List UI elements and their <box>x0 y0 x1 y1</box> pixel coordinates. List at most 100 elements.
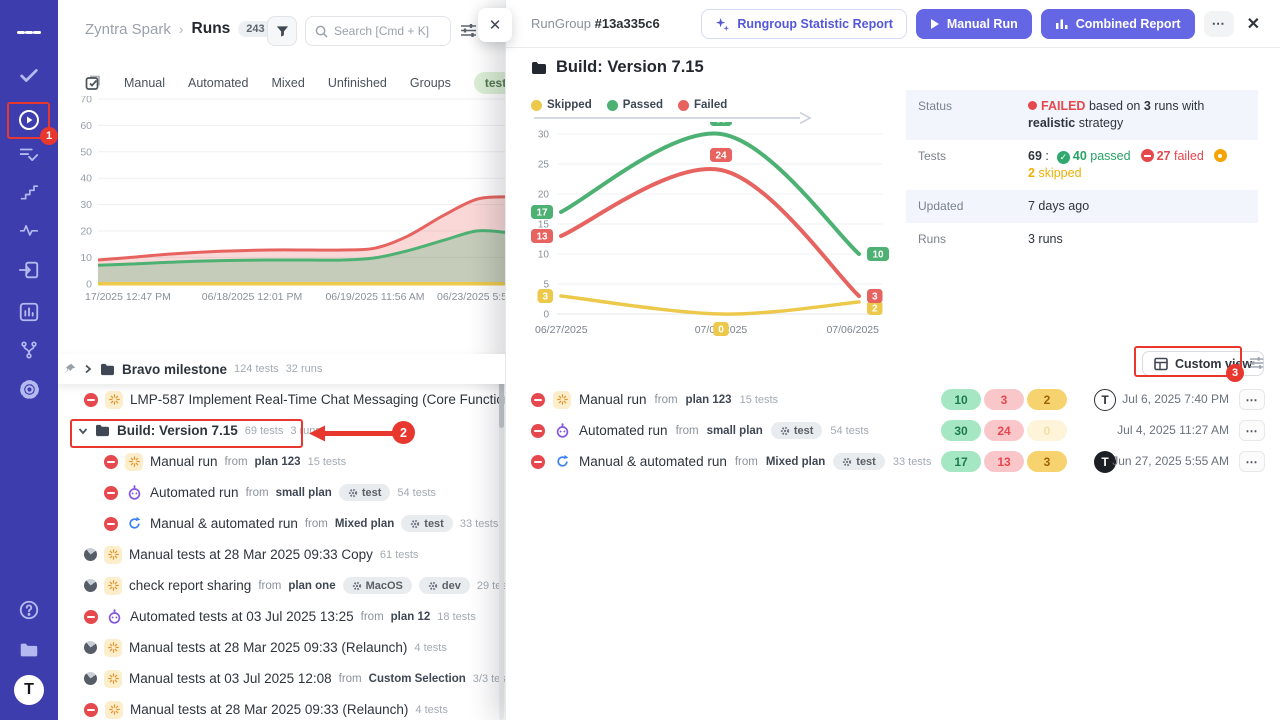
run-row[interactable]: Automated run from small plan test 54 te… <box>58 477 505 508</box>
run-row[interactable]: Manual tests at 03 Jul 2025 12:08 from C… <box>58 663 505 694</box>
runs-count-badge: 243 <box>238 21 273 37</box>
from-label: from <box>654 393 678 406</box>
runner-avatar: T <box>1094 450 1116 473</box>
search-input[interactable] <box>334 24 434 38</box>
svg-text:70: 70 <box>80 96 92 106</box>
from-label: from <box>224 455 248 468</box>
run-row[interactable]: Manual & automated run from Mixed plan t… <box>506 446 1280 477</box>
run-row[interactable]: Automated tests at 03 Jul 2025 13:25 fro… <box>58 601 505 632</box>
list-check-icon <box>19 148 39 161</box>
tag-pill[interactable]: MacOS <box>342 577 412 594</box>
run-row[interactable]: Manual run from plan 123 15 tests 10 3 2… <box>506 384 1280 415</box>
view-options-icon[interactable] <box>460 23 477 43</box>
tag-pill[interactable]: dev <box>418 577 470 594</box>
failed-badge: 13 <box>984 451 1024 472</box>
svg-text:10: 10 <box>80 252 92 264</box>
svg-text:3: 3 <box>872 292 878 303</box>
select-runs-icon[interactable] <box>85 75 101 91</box>
runs-count: 3 runs <box>290 424 321 437</box>
run-row[interactable]: Manual tests at 28 Mar 2025 09:33 Copy 6… <box>58 539 505 570</box>
rungroup-statistic-report-button[interactable]: Rungroup Statistic Report <box>701 9 907 39</box>
legend-item-passed[interactable]: Passed <box>606 99 663 111</box>
user-avatar[interactable]: T <box>14 675 44 705</box>
tag-pill[interactable]: test <box>770 422 823 439</box>
summary-row-runs: Runs 3 runs <box>918 232 1063 246</box>
run-row[interactable]: Automated run from small plan test 54 te… <box>506 415 1280 446</box>
sidebar-item-help[interactable] <box>17 598 41 622</box>
close-panel-button[interactable]: ✕ <box>1243 9 1264 39</box>
folder-icon <box>20 643 38 657</box>
row-menu-button[interactable]: ⋯ <box>1239 451 1265 472</box>
run-row[interactable]: Manual tests at 28 Mar 2025 09:33 (Relau… <box>58 694 505 720</box>
chevron-down-icon[interactable] <box>78 426 88 436</box>
rungroup-detail-panel: RunGroup #13a335c6 Rungroup Statistic Re… <box>505 0 1280 720</box>
tests-count: 54 tests <box>830 424 869 437</box>
close-overlay-button[interactable]: ✕ <box>478 8 512 42</box>
filter-button[interactable] <box>267 16 297 46</box>
custom-view-button[interactable]: Custom view <box>1142 351 1265 376</box>
legend-dot <box>531 99 542 111</box>
runner-avatar: T <box>1094 388 1116 411</box>
tab-unfinished[interactable]: Unfinished <box>327 76 387 90</box>
tests-count: 18 tests <box>437 610 476 623</box>
breadcrumb-project[interactable]: Zyntra Spark <box>85 20 171 38</box>
plan-name: Mixed plan <box>765 455 826 468</box>
run-row[interactable]: check report sharing from plan one MacOS… <box>58 570 505 601</box>
manual-run-icon <box>553 390 571 409</box>
row-menu-button[interactable]: ⋯ <box>1239 420 1265 441</box>
partial-status-icon <box>84 579 97 592</box>
scrollbar-thumb[interactable] <box>499 358 504 428</box>
svg-text:07/06/2025: 07/06/2025 <box>826 324 879 336</box>
legend-item-skipped[interactable]: Skipped <box>531 99 592 111</box>
sidebar-item-pulse[interactable] <box>17 218 41 242</box>
tag-pill[interactable]: test <box>401 515 453 532</box>
run-row[interactable]: Manual tests at 28 Mar 2025 09:33 (Relau… <box>58 632 505 663</box>
run-group-row-build[interactable]: Build: Version 7.15 69 tests 3 runs <box>58 415 505 446</box>
tab-manual[interactable]: Manual <box>124 76 165 90</box>
sidebar-item-analytics[interactable] <box>17 300 41 324</box>
sidebar-item-projects[interactable] <box>17 638 41 662</box>
search-box[interactable] <box>305 16 451 46</box>
row-menu-button[interactable]: ⋯ <box>1239 389 1265 410</box>
run-date: Jul 6, 2025 7:40 PM <box>1122 392 1229 406</box>
tab-groups[interactable]: Groups <box>409 76 451 90</box>
sidebar-item-imports[interactable] <box>17 258 41 282</box>
plan-name: plan one <box>288 579 336 592</box>
tab-automated[interactable]: Automated <box>188 76 249 90</box>
sidebar-item-runs[interactable] <box>17 108 41 132</box>
plan-name: plan 123 <box>685 393 732 406</box>
run-row[interactable]: Manual & automated run from Mixed plan t… <box>58 508 505 539</box>
chevron-right-icon[interactable] <box>83 364 93 374</box>
legend-item-failed[interactable]: Failed <box>678 99 727 111</box>
tab-mixed[interactable]: Mixed <box>271 76 305 90</box>
run-group-row-bravo[interactable]: Bravo milestone 124 tests 32 runs <box>58 354 505 384</box>
run-results-line-chart: 05101520253006/27/202507/04/202507/06/20… <box>531 122 889 336</box>
plan-name: plan 123 <box>254 455 301 468</box>
run-row[interactable]: Manual run from plan 123 15 tests <box>58 446 505 477</box>
run-row[interactable]: LMP-587 Implement Real-Time Chat Messagi… <box>58 384 505 415</box>
sidebar-item-branches[interactable] <box>17 338 41 362</box>
menu-icon[interactable] <box>17 20 41 44</box>
svg-text:30: 30 <box>538 130 550 141</box>
result-badges: 10 3 2 <box>941 389 1067 410</box>
svg-text:06/27/2025: 06/27/2025 <box>535 324 588 336</box>
tag-pill[interactable]: test <box>338 484 391 501</box>
active-tag-filter[interactable]: test work <box>473 72 505 94</box>
branch-icon <box>21 341 37 359</box>
skipped-circle-icon <box>1213 149 1227 162</box>
runs-count: 32 runs <box>285 363 323 375</box>
sidebar-item-plans[interactable] <box>17 143 41 167</box>
tag-pill[interactable]: test <box>833 453 885 470</box>
run-title: Manual run <box>150 454 218 469</box>
failed-status-icon <box>104 485 118 500</box>
columns-settings-icon[interactable] <box>1249 356 1264 375</box>
sidebar-item-checks[interactable] <box>17 63 41 87</box>
bar-chart-icon <box>1055 19 1068 29</box>
sidebar-item-settings[interactable] <box>17 377 41 401</box>
import-icon <box>18 261 39 279</box>
run-title: check report sharing <box>129 578 252 593</box>
more-actions-button[interactable]: ⋯ <box>1203 11 1234 37</box>
sidebar-item-steps[interactable] <box>17 180 41 204</box>
manual-run-button[interactable]: Manual Run <box>915 9 1032 39</box>
combined-report-button[interactable]: Combined Report <box>1040 9 1195 39</box>
